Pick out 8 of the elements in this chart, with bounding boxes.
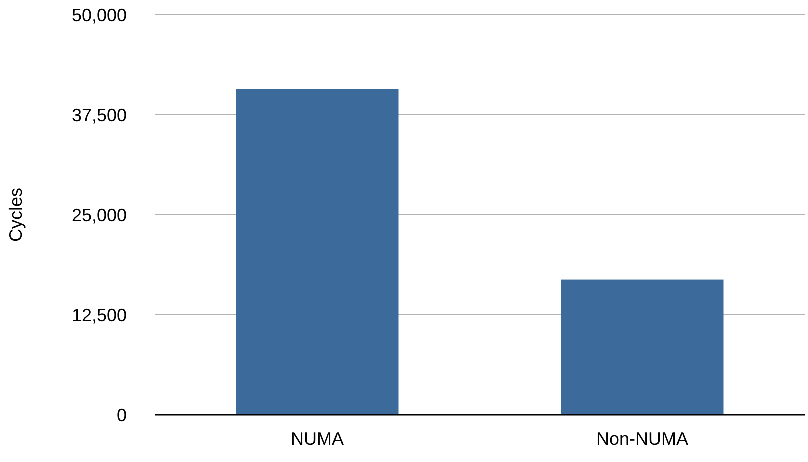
x-tick-label: NUMA: [291, 429, 344, 449]
y-tick-label: 50,000: [72, 5, 127, 26]
y-axis-title: Cycles: [6, 188, 26, 242]
y-tick-label: 37,500: [72, 105, 127, 126]
y-tick-label: 0: [116, 405, 127, 426]
y-tick-label: 12,500: [72, 305, 127, 326]
y-tick-label: 25,000: [72, 205, 127, 226]
x-tick-label: Non-NUMA: [596, 429, 689, 449]
